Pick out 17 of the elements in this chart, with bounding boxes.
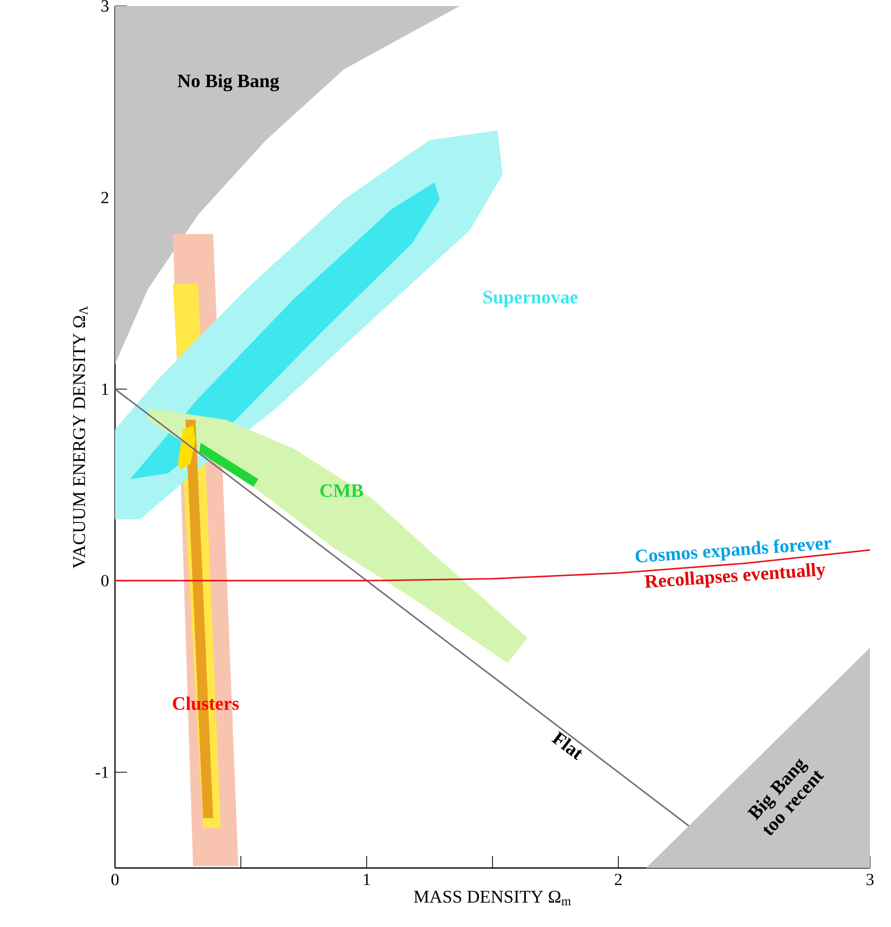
annotation: Recollapses eventually xyxy=(644,562,826,588)
annotation: Cosmos expands forever xyxy=(636,539,832,562)
y-tick-label: 2 xyxy=(101,192,108,204)
x-tick-label: 3 xyxy=(866,874,874,886)
x-tick-label: 1 xyxy=(364,874,370,886)
text: Flat xyxy=(551,731,582,760)
y-tick-label: 3 xyxy=(102,0,108,12)
text: Supernovae xyxy=(483,290,578,308)
y-tick-label: 1 xyxy=(102,384,108,395)
x-tick-label: 0 xyxy=(111,874,119,886)
x-tick-label: 2 xyxy=(614,874,622,886)
text: CMB xyxy=(320,484,364,497)
y-tick-label: 0 xyxy=(101,574,109,586)
y-tick-label: -1 xyxy=(96,766,108,778)
x-axis-title: MASS DENSITY Ω$_{m}$ xyxy=(414,890,571,906)
y-axis-title: VACUUM ENERGY DENSITY Ω$_{Λ}$ xyxy=(73,306,88,568)
series-label: No Big Bang xyxy=(178,74,280,92)
